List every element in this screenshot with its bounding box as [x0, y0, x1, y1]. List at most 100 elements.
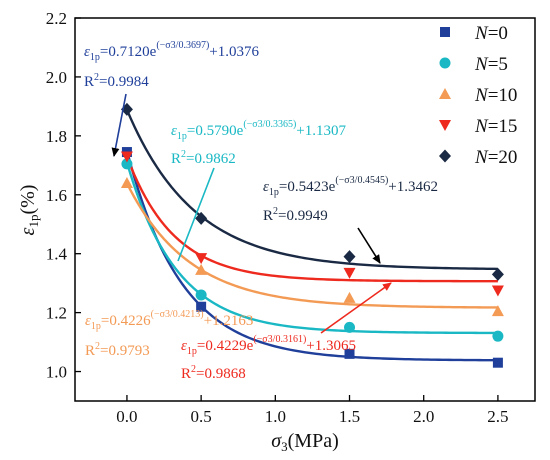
fit-equation-series-2: ε1p=0.4226(−σ3/0.4213)+1.2163 — [85, 309, 253, 332]
data-point-series-4 — [195, 211, 208, 225]
legend: N=0N=5N=10N=15N=20 — [439, 23, 517, 168]
legend-label-series-4: N=20 — [474, 147, 517, 168]
legend-value: =5 — [488, 54, 508, 75]
legend-prefix: N — [474, 85, 489, 106]
eq-exponent: (−σ3/0.3161) — [253, 334, 306, 345]
legend-prefix: N — [474, 23, 489, 44]
fit-curves — [125, 109, 498, 362]
y-tick-label: 2.0 — [46, 68, 67, 87]
legend-value: =0 — [488, 23, 508, 44]
eq-exp-prefix: e — [150, 44, 157, 60]
fit-curve-series-3 — [125, 156, 498, 283]
annotations: ε1p=0.7120e(−σ3/0.3697)+1.0376 R2=0.9984 ε… — [84, 40, 438, 382]
r2-value: =0.9868 — [196, 366, 246, 382]
data-point-series-1 — [195, 289, 207, 301]
legend-marker-series-1 — [439, 57, 451, 69]
fit-equation-series-0: ε1p=0.7120e(−σ3/0.3697)+1.0376 — [84, 40, 259, 63]
x-tick-label: 2.0 — [413, 407, 434, 426]
legend-marker-series-0 — [440, 27, 450, 37]
fit-curve-series-4 — [125, 109, 498, 271]
x-tick-label: 1.5 — [339, 407, 360, 426]
y-tick-label: 1.8 — [46, 127, 67, 146]
r2-value: =0.9949 — [278, 208, 328, 224]
data-points — [120, 102, 504, 368]
data-point-series-0 — [492, 357, 503, 368]
data-point-series-1 — [121, 158, 133, 170]
eq-exp-prefix: e — [329, 179, 336, 195]
legend-label-series-2: N=10 — [474, 85, 517, 106]
x-axis-title: σ3(MPa) — [271, 430, 338, 454]
eq-exponent: (−σ3/0.3697) — [156, 40, 209, 51]
annotation-arrow-n20 — [357, 227, 381, 264]
x-tick-label: 0.0 — [116, 407, 137, 426]
legend-value: =10 — [488, 85, 518, 106]
legend-label-series-1: N=5 — [474, 54, 508, 75]
r-squared-series-0: R2=0.9984 — [84, 72, 149, 90]
legend-marker-series-3 — [439, 120, 451, 131]
eq-exponent: (−σ3/0.4545) — [335, 175, 388, 186]
legend-marker-series-2 — [439, 88, 451, 99]
eq-constant: +1.3462 — [388, 179, 438, 195]
annotation-arrow-n0 — [111, 93, 127, 157]
data-point-series-2 — [195, 263, 208, 275]
y-tick-label: 1.4 — [46, 245, 68, 264]
eq-exponent: (−σ3/0.4213) — [151, 309, 204, 320]
r2-value: =0.9862 — [186, 151, 236, 167]
axis-ticks: 0.0 0.5 1.0 1.5 2.0 2.5 1.0 1.2 1.4 1.6 1.8 2.0 2.2 — [46, 9, 509, 426]
x-tick-label: 0.5 — [191, 407, 212, 426]
x-tick-label: 1.0 — [265, 407, 286, 426]
eq-coeff: 0.5790 — [195, 123, 236, 139]
data-point-series-4 — [491, 267, 504, 281]
eq-constant: +1.2163 — [204, 313, 254, 329]
legend-value: =15 — [488, 116, 518, 137]
legend-value: =20 — [488, 147, 518, 168]
annotation-line-n5 — [177, 167, 215, 262]
data-point-series-4 — [343, 250, 356, 264]
legend-label-series-0: N=0 — [474, 23, 508, 44]
eq-coeff: 0.4226 — [109, 313, 151, 329]
r-squared-series-3: R2=0.9868 — [181, 364, 246, 382]
r-squared-series-4: R2=0.9949 — [263, 206, 328, 224]
y-tick-label: 1.2 — [46, 304, 67, 323]
data-point-series-0 — [344, 348, 355, 359]
eq-exp-prefix: e — [247, 338, 254, 354]
data-point-series-2 — [343, 291, 356, 303]
legend-label-series-3: N=15 — [474, 116, 517, 137]
fit-curve-series-1 — [125, 162, 498, 335]
data-point-series-1 — [344, 321, 356, 333]
data-point-series-3 — [491, 285, 504, 297]
eq-constant: +1.3065 — [306, 338, 356, 354]
fit-curve-series-2 — [125, 182, 498, 309]
eq-coeff: 0.4229 — [205, 338, 246, 354]
fit-curve-series-0 — [125, 150, 498, 362]
y-tick-label: 1.6 — [46, 186, 67, 205]
eq-exponent: (−σ3/0.3365) — [243, 119, 296, 130]
annotation-arrow-n15 — [320, 282, 392, 334]
eq-coeff: 0.7120 — [108, 44, 149, 60]
legend-prefix: N — [474, 116, 489, 137]
data-point-series-0 — [196, 301, 207, 312]
y-tick-label: 1.0 — [46, 363, 67, 382]
eq-coeff: 0.5423 — [287, 179, 328, 195]
r-squared-series-1: R2=0.9862 — [171, 149, 236, 167]
data-point-series-3 — [343, 267, 356, 279]
legend-prefix: N — [474, 147, 489, 168]
fit-equation-series-3: ε1p=0.4229e(−σ3/0.3161)+1.3065 — [181, 334, 356, 357]
data-point-series-1 — [492, 330, 504, 342]
plot-frame — [74, 17, 536, 402]
r-squared-series-2: R2=0.9793 — [85, 341, 150, 359]
eq-constant: +1.1307 — [296, 123, 346, 139]
data-point-series-2 — [491, 305, 504, 317]
y-tick-label: 2.2 — [46, 9, 67, 28]
r2-value: =0.9793 — [100, 343, 150, 359]
r2-value: =0.9984 — [99, 74, 149, 90]
y-axis-title: ε1p(%) — [17, 185, 41, 236]
legend-marker-series-4 — [439, 149, 451, 163]
fit-equation-series-4: ε1p=0.5423e(−σ3/0.4545)+1.3462 — [263, 175, 438, 198]
fit-equation-series-1: ε1p=0.5790e(−σ3/0.3365)+1.1307 — [171, 119, 346, 142]
data-point-series-2 — [120, 176, 133, 188]
data-point-series-3 — [195, 253, 208, 265]
x-tick-label: 2.5 — [487, 407, 508, 426]
eq-exp-prefix: e — [237, 123, 244, 139]
legend-prefix: N — [474, 54, 489, 75]
